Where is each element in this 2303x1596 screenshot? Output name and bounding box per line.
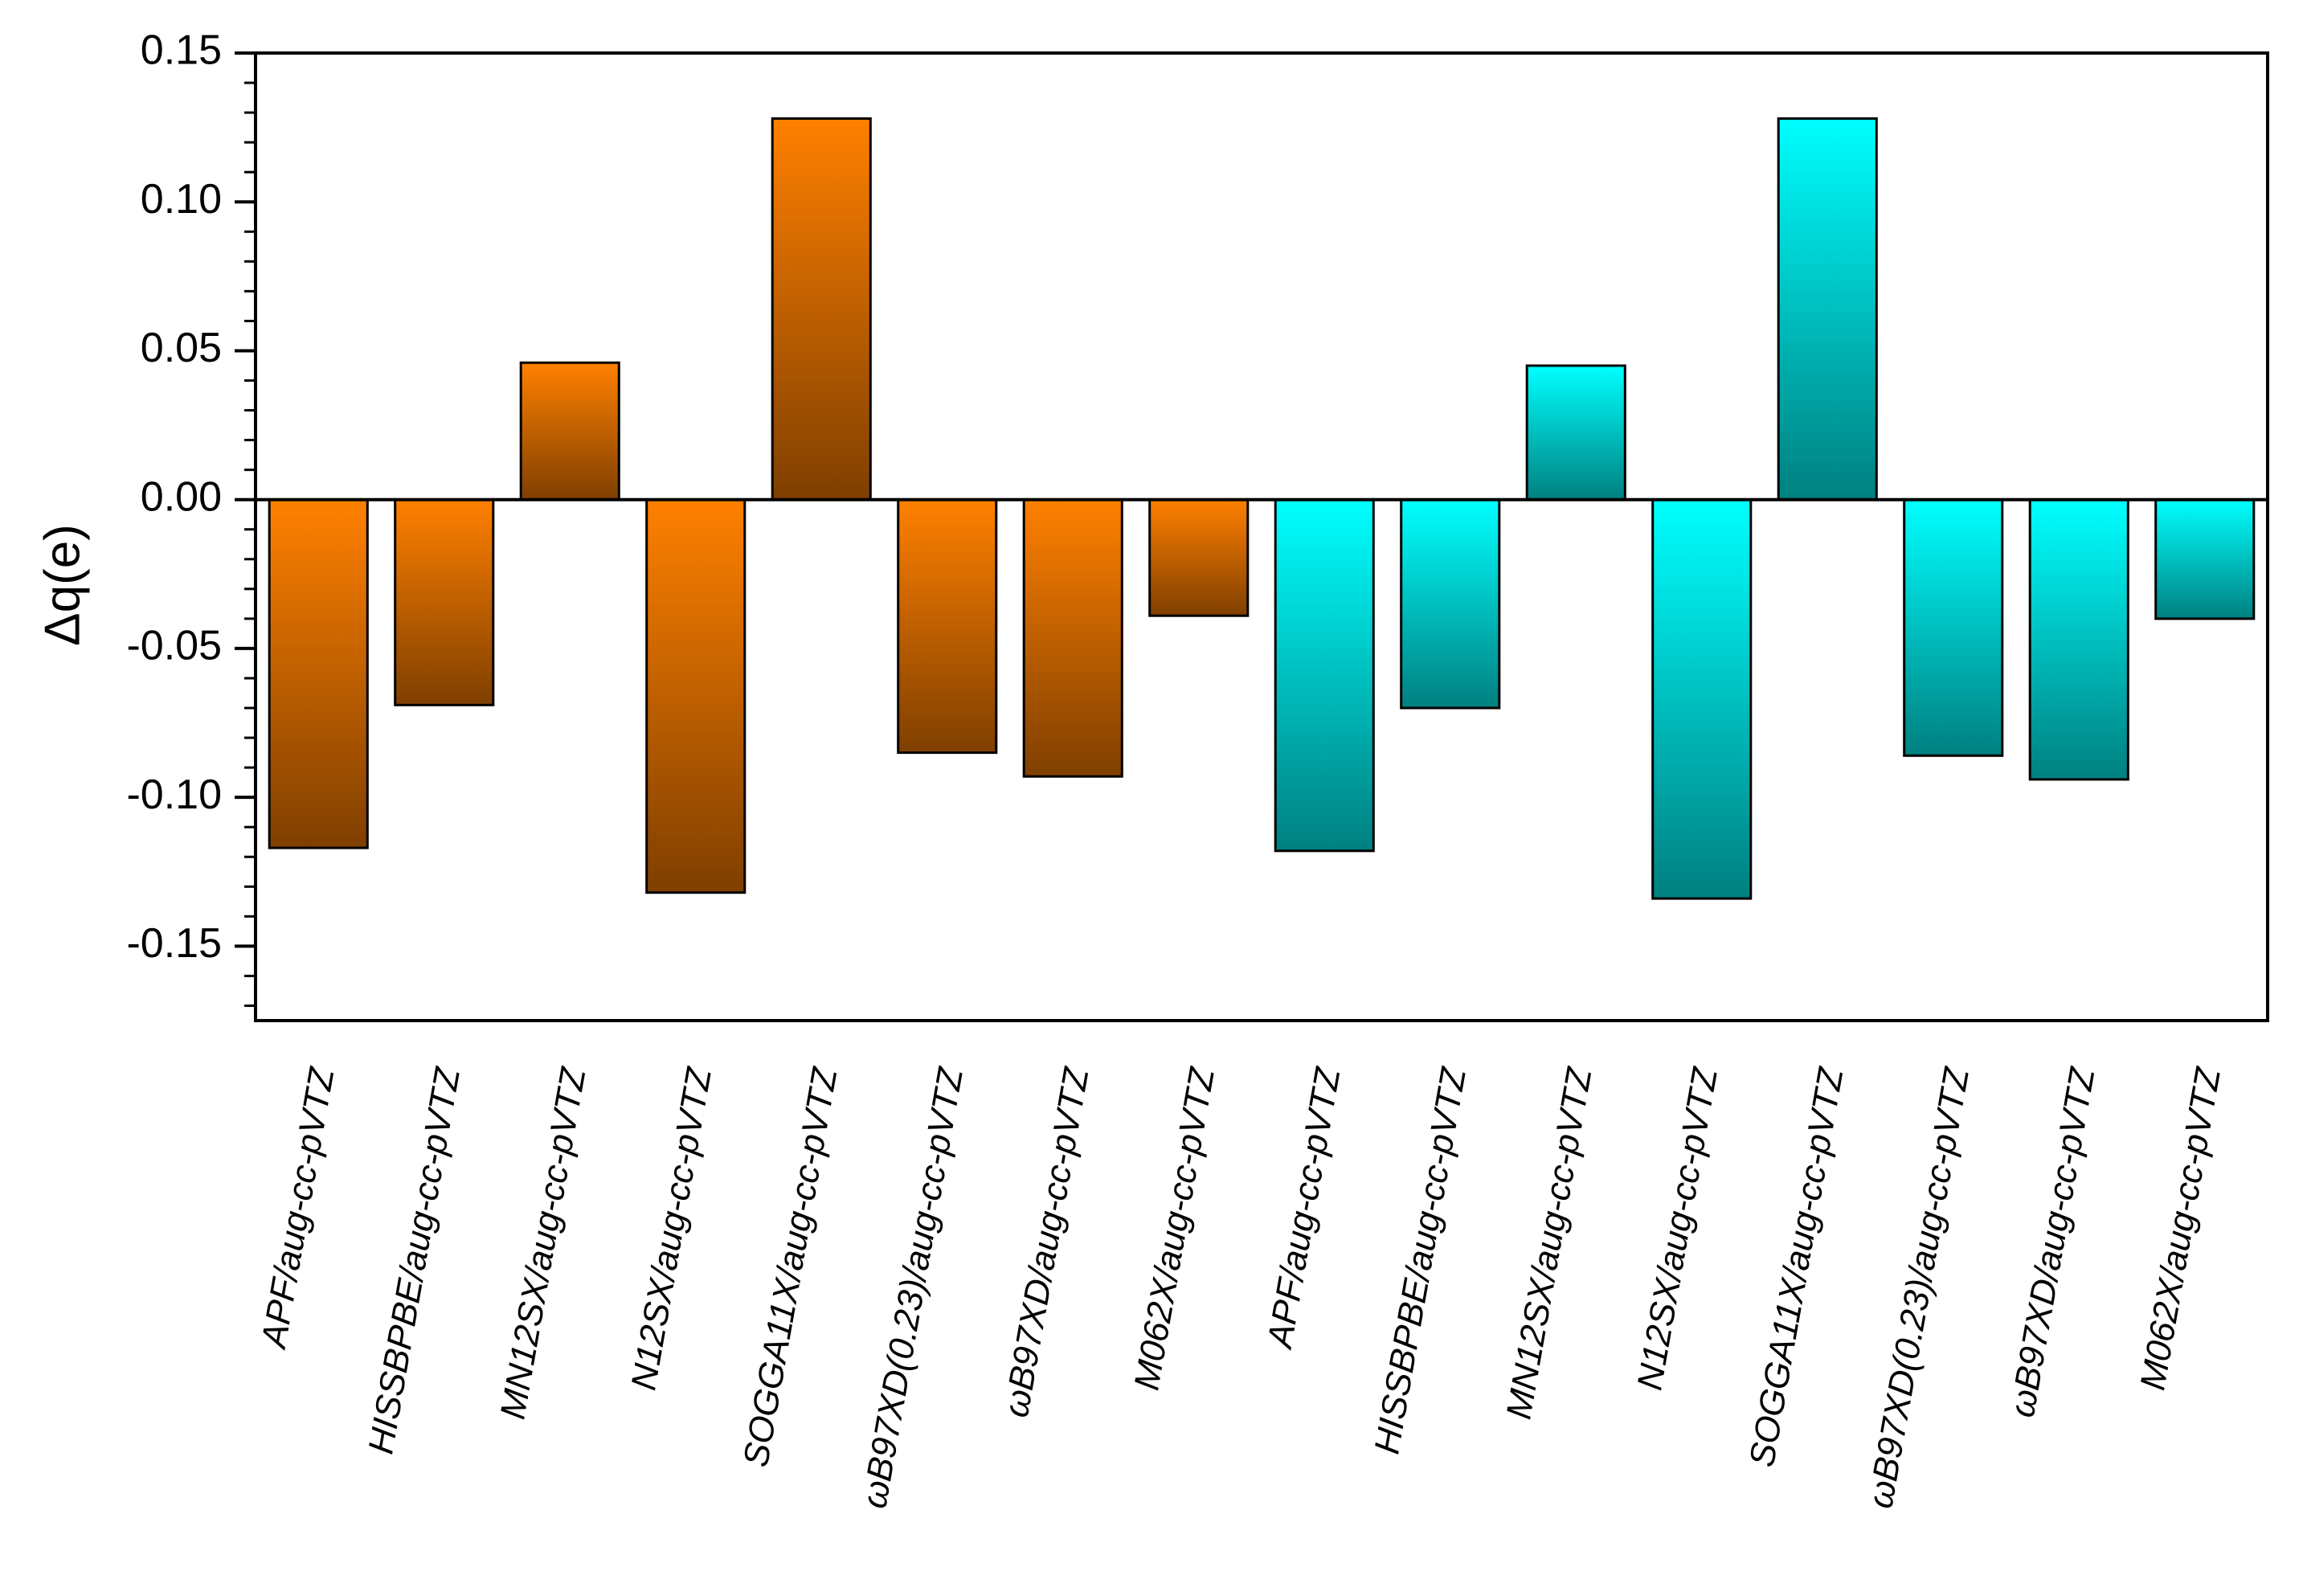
x-tick-label-11: MN12SX/aug-cc-pVTZ: [1499, 1063, 1599, 1422]
y-tick-label: 0.10: [141, 176, 222, 223]
x-tick-label-12: N12SX/aug-cc-pVTZ: [1630, 1063, 1725, 1393]
y-tick-label: 0.00: [141, 473, 222, 520]
x-tick-label-2: HISSBPBE/aug-cc-pVTZ: [361, 1063, 468, 1457]
bar-6: [897, 498, 998, 755]
x-tick-label-10: HISSBPBE/aug-cc-pVTZ: [1367, 1063, 1474, 1457]
bar-5: [771, 117, 872, 501]
bar-4: [645, 498, 747, 894]
x-tick-label-7: ωB97XD/aug-cc-pVTZ: [996, 1063, 1097, 1420]
x-tick-label-5: SOGGA11X/aug-cc-pVTZ: [736, 1063, 845, 1470]
x-tick-label-6: ωB97XD(0.23)/aug-cc-pVTZ: [854, 1063, 971, 1511]
y-tick-label: -0.05: [126, 623, 222, 669]
bar-2: [394, 498, 495, 706]
y-tick-label: -0.10: [126, 771, 222, 818]
bar-10: [1400, 498, 1501, 710]
x-tick-label-3: MN12SX/aug-cc-pVTZ: [493, 1063, 593, 1422]
y-tick-label: 0.05: [141, 325, 222, 371]
x-tick-label-14: ωB97XD(0.23)/aug-cc-pVTZ: [1860, 1063, 1977, 1511]
x-tick-label-4: N12SX/aug-cc-pVTZ: [624, 1063, 719, 1393]
bar-9: [1274, 498, 1375, 853]
bar-11: [1525, 364, 1626, 501]
x-tick-label-13: SOGGA11X/aug-cc-pVTZ: [1742, 1063, 1851, 1470]
bar-3: [519, 361, 620, 501]
x-tick-label-16: M062X/aug-cc-pVTZ: [2133, 1063, 2228, 1393]
bar-1: [268, 498, 369, 849]
x-tick-label-1: APF/aug-cc-pVTZ: [254, 1063, 342, 1353]
bar-8: [1148, 498, 1250, 617]
bar-15: [2028, 498, 2129, 781]
x-tick-label-8: M062X/aug-cc-pVTZ: [1127, 1063, 1222, 1393]
bar-12: [1651, 498, 1753, 900]
x-tick-label-9: APF/aug-cc-pVTZ: [1260, 1063, 1348, 1353]
y-tick-label: -0.15: [126, 920, 222, 967]
x-tick-label-15: ωB97XD/aug-cc-pVTZ: [2002, 1063, 2103, 1420]
bar-14: [1903, 498, 2004, 757]
bar-16: [2154, 498, 2256, 620]
plot-frame: [254, 51, 2269, 1022]
bar-7: [1022, 498, 1123, 778]
y-axis-title: Δq(e): [35, 524, 90, 646]
bar-13: [1777, 117, 1878, 501]
y-tick-label: 0.15: [141, 27, 222, 74]
